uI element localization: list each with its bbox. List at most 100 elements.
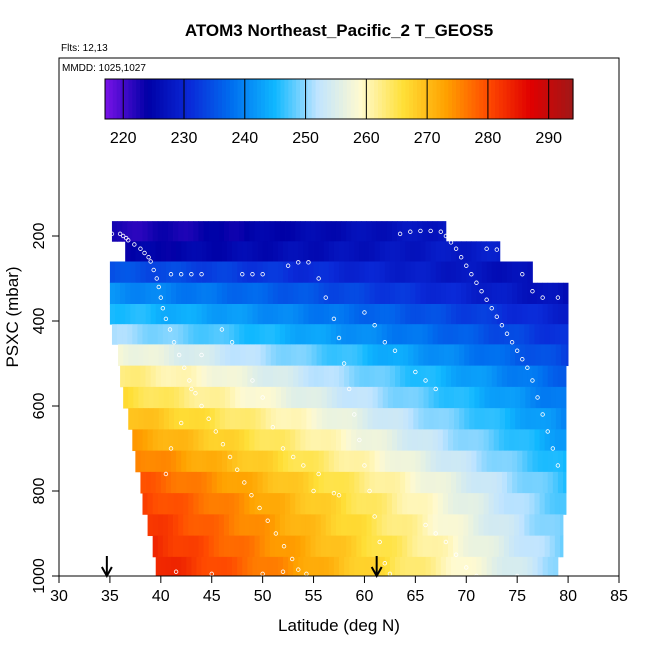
heatmap-cell [221, 261, 228, 284]
heatmap-cell [374, 241, 381, 262]
heatmap-cell [300, 221, 306, 242]
flight-track-point [227, 454, 233, 460]
flight-track-point [362, 310, 367, 315]
heatmap-cell [143, 344, 149, 367]
heatmap-cell [361, 221, 367, 242]
heatmap-cell [491, 365, 498, 388]
heatmap-cell [326, 386, 333, 409]
flight-track-point [438, 229, 444, 234]
heatmap-cell [194, 408, 200, 430]
heatmap-cell [260, 344, 267, 367]
heatmap-cell [405, 304, 411, 325]
heatmap-cell [534, 514, 540, 537]
heatmap-cell [361, 493, 367, 515]
heatmap-cell [339, 365, 345, 388]
heatmap-cell [346, 514, 352, 537]
heatmap-cell [498, 324, 505, 345]
heatmap-cell [376, 514, 383, 537]
heatmap-cell [328, 261, 335, 284]
heatmap-cell [188, 324, 194, 345]
heatmap-cell [165, 241, 172, 262]
heatmap-cell [198, 493, 204, 515]
heatmap-cell [407, 324, 413, 345]
colorbar-segment [487, 79, 492, 119]
heatmap-cell [356, 493, 362, 515]
heatmap-cell [191, 365, 197, 388]
flight-track-point [352, 412, 357, 417]
heatmap-cell [398, 386, 404, 409]
heatmap-cell [178, 514, 184, 537]
heatmap-cell [522, 282, 528, 305]
heatmap-cell [395, 304, 401, 325]
heatmap-cell [410, 241, 416, 262]
flight-track-point [453, 246, 459, 251]
heatmap-cell [549, 324, 556, 345]
colorbar-segment [116, 79, 122, 119]
heatmap-cell [461, 304, 467, 325]
heatmap-cell [519, 493, 525, 515]
heatmap-cell [179, 386, 185, 409]
heatmap-cell [547, 365, 554, 388]
heatmap-cell [357, 386, 363, 409]
heatmap-cell [405, 450, 411, 473]
heatmap-cell [293, 261, 299, 284]
heatmap-cell [544, 535, 551, 558]
heatmap-cell [453, 535, 459, 558]
heatmap-cell [447, 429, 454, 452]
heatmap-cell [349, 471, 355, 494]
heatmap-cell [438, 408, 445, 430]
heatmap-cell [229, 221, 235, 242]
heatmap-cell [167, 514, 174, 537]
heatmap-cell [456, 282, 462, 305]
heatmap-cell [333, 556, 340, 577]
heatmap-cell [305, 324, 311, 345]
colorbar-segment [237, 79, 243, 119]
heatmap-cell [514, 493, 520, 515]
heatmap-cell [288, 471, 294, 494]
heatmap-cell [117, 221, 123, 242]
heatmap-cell [109, 304, 116, 325]
heatmap-cell [389, 471, 396, 494]
heatmap-cell [471, 365, 477, 388]
heatmap-cell [503, 429, 510, 452]
heatmap-cell [196, 450, 202, 473]
colorbar-segment [413, 79, 418, 119]
colorbar-segment [292, 79, 297, 119]
flight-track-point [176, 352, 182, 358]
heatmap-cell [206, 471, 213, 494]
heatmap-cell [400, 365, 406, 388]
heatmap-cell [381, 514, 388, 537]
heatmap-cell [208, 221, 215, 242]
heatmap-cell [428, 408, 435, 430]
colorbar-segment [175, 79, 180, 119]
heatmap-cell [176, 304, 182, 325]
heatmap-cell [335, 535, 342, 558]
heatmap-cell [372, 408, 379, 430]
heatmap-cell [391, 514, 398, 537]
heatmap-cell [503, 493, 510, 515]
heatmap-cell [179, 344, 185, 367]
heatmap-cell [341, 493, 347, 515]
heatmap-cell [176, 556, 182, 577]
heatmap-cell [427, 221, 434, 242]
heatmap-cell [252, 556, 258, 577]
heatmap-cell [349, 365, 355, 388]
heatmap-cell [471, 282, 477, 305]
heatmap-cell [537, 282, 544, 305]
flight-track-point [290, 454, 296, 460]
heatmap-cell [247, 261, 253, 284]
heatmap-cell [507, 304, 513, 325]
colorbar-tick-label: 290 [535, 130, 562, 147]
colorbar-segment [374, 79, 379, 119]
heatmap-cell [288, 282, 294, 305]
heatmap-cell [372, 344, 379, 367]
heatmap-cell [250, 344, 256, 367]
heatmap-cell [323, 304, 330, 325]
heatmap-cell [448, 408, 455, 430]
heatmap-cell [435, 261, 442, 284]
heatmap-cell [155, 282, 162, 305]
heatmap-cell [303, 304, 309, 325]
flight-track-point [257, 505, 262, 511]
heatmap-cell [140, 261, 146, 284]
heatmap-cell [167, 221, 174, 242]
